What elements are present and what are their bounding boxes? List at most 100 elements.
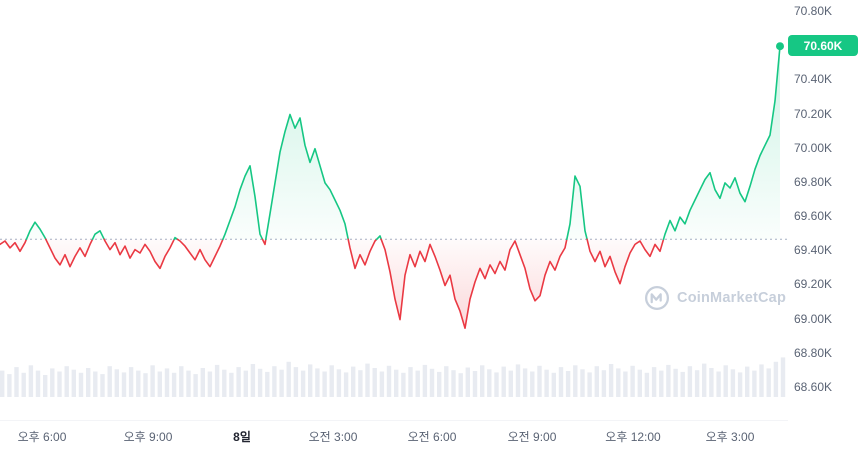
price-area-fill [45, 239, 93, 267]
price-area-fill [177, 239, 223, 267]
volume-bar [422, 364, 428, 397]
volume-bar [444, 366, 449, 397]
x-axis-label: 8일 [233, 430, 251, 444]
price-chart-canvas[interactable] [0, 0, 788, 420]
volume-bar [766, 368, 771, 397]
volume-bar [257, 368, 263, 397]
x-axis-label: 오전 9:00 [507, 430, 557, 444]
volume-bar [673, 368, 678, 397]
volume-bar [71, 369, 76, 397]
volume-bar [379, 371, 385, 397]
y-axis: 70.60K 70.80K70.60K70.40K70.20K70.00K69.… [788, 0, 860, 420]
volume-bar [293, 367, 299, 397]
volume-bar [200, 368, 205, 397]
volume-bar [150, 365, 155, 397]
volume-bar [508, 370, 513, 397]
price-line-segment [662, 45, 781, 241]
price-line-segment [380, 238, 568, 329]
volume-bar [623, 371, 628, 397]
volume-bar [207, 371, 213, 397]
volume-bar [659, 370, 664, 397]
volume-bar [322, 371, 327, 397]
x-axis-label: 오전 3:00 [308, 430, 358, 444]
volume-bar [651, 367, 657, 397]
volume-bar [128, 367, 134, 397]
volume-bar [143, 373, 148, 397]
price-area-fill [92, 230, 105, 240]
volume-bar [121, 372, 127, 397]
volume-bar [644, 372, 650, 397]
volume-bar [236, 367, 241, 397]
volume-bar [780, 357, 786, 397]
volume-bar [343, 372, 349, 397]
volume-bar [745, 366, 750, 397]
y-axis-label: 70.20K [794, 106, 833, 121]
volume-bar [300, 370, 306, 397]
volume-bar [451, 370, 456, 397]
volume-bar [193, 374, 198, 397]
current-price-dot [776, 42, 784, 51]
x-axis: 오후 6:00 오후 9:00 8일 오전 3:00 오전 6:00 오전 9:00 오후 … [0, 420, 788, 450]
volume-bar [351, 366, 356, 397]
volume-bar [530, 371, 535, 397]
volume-bar [709, 368, 714, 397]
price-line-segment [261, 238, 267, 246]
volume-bar [694, 370, 700, 397]
price-line-segment [176, 238, 224, 268]
volume-bar [308, 364, 313, 397]
volume-bar [408, 367, 413, 397]
volume-bar [0, 370, 5, 397]
volume-bar [50, 368, 55, 397]
volume-bar [515, 364, 521, 397]
volume-bar [93, 371, 98, 397]
volume-bar [222, 369, 227, 397]
price-line-segment [103, 238, 175, 270]
price-line-segment [0, 238, 28, 253]
volume-bar [666, 364, 671, 397]
volume-bar [279, 369, 284, 397]
volume-bar [573, 365, 578, 397]
volume-bar [472, 371, 478, 397]
x-axis-label: 오전 6:00 [407, 430, 457, 444]
volume-bar [494, 372, 499, 397]
price-line-segment [586, 238, 665, 285]
price-area-fill [265, 114, 349, 240]
volume-bar [100, 374, 105, 397]
volume-bar [136, 370, 141, 397]
volume-bar [78, 372, 84, 397]
volume-bar [272, 366, 277, 397]
price-area-fill [566, 176, 588, 240]
volume-bar [702, 363, 707, 397]
volume-bar [716, 371, 721, 397]
watermark-text: CoinMarketCap [677, 290, 786, 306]
price-line-segment [566, 175, 588, 241]
x-axis-label: 오후 6:00 [17, 430, 67, 444]
y-axis-label: 69.00K [794, 311, 833, 326]
price-line-segment [45, 238, 94, 268]
price-line-segment [25, 221, 47, 241]
volume-bar [544, 369, 549, 397]
coinmarketcap-logo-icon [645, 285, 670, 311]
volume-bar [229, 372, 234, 397]
volume-bar [601, 370, 607, 397]
price-line-segment [375, 235, 382, 241]
volume-bar [608, 364, 614, 397]
volume-bar [35, 370, 41, 397]
volume-bar [558, 367, 564, 397]
y-axis-label: 69.60K [794, 209, 833, 224]
volume-bar [458, 373, 463, 397]
price-plot-area[interactable]: CoinMarketCap [0, 0, 788, 420]
y-axis-label: 70.00K [794, 140, 833, 155]
volume-bar [594, 366, 599, 397]
volume-bar [250, 364, 256, 397]
price-area-fill [26, 222, 46, 240]
price-line-segment [91, 230, 105, 241]
volume-bar [186, 370, 191, 397]
volume-bar [315, 368, 320, 397]
volume-bar [365, 363, 370, 397]
volume-bar [580, 369, 585, 397]
price-area-fill [348, 239, 377, 269]
volume-bar [179, 366, 184, 397]
volume-bar [286, 361, 291, 397]
